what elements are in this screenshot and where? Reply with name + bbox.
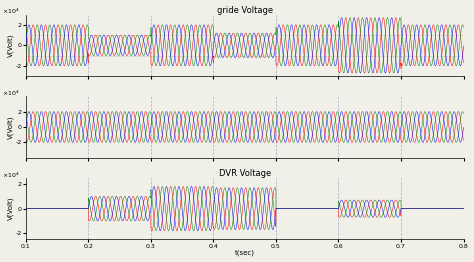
Text: $\times 10^4$: $\times 10^4$ — [2, 171, 19, 180]
Y-axis label: V(Volt): V(Volt) — [8, 115, 14, 139]
X-axis label: t(sec): t(sec) — [235, 250, 255, 256]
Y-axis label: V(Volt): V(Volt) — [8, 34, 14, 57]
Title: gride Voltage: gride Voltage — [217, 6, 273, 15]
Title: DVR Voltage: DVR Voltage — [219, 169, 271, 178]
Text: $\times 10^4$: $\times 10^4$ — [2, 89, 19, 98]
Text: $\times 10^4$: $\times 10^4$ — [2, 7, 19, 17]
Y-axis label: V(Volt): V(Volt) — [8, 197, 14, 220]
